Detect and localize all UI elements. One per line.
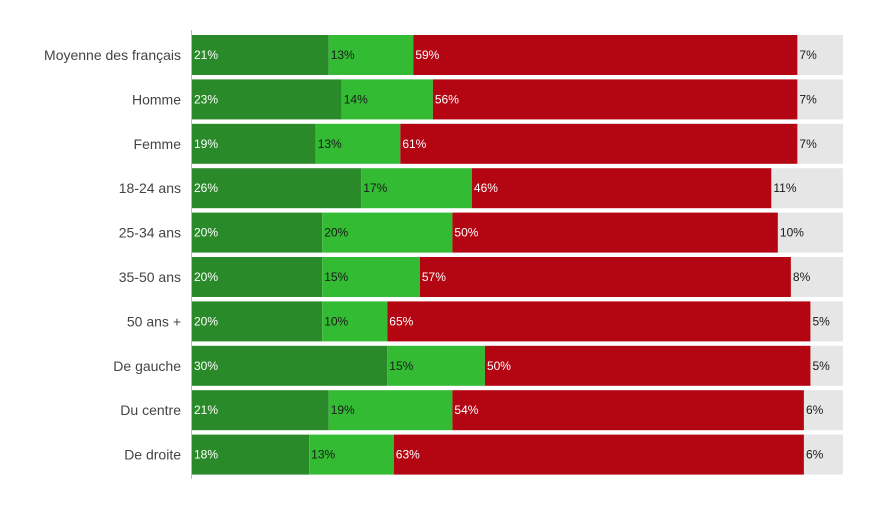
bar-segment	[192, 212, 323, 253]
data-label: 19%	[194, 137, 218, 151]
data-label: 50%	[454, 226, 478, 240]
bar-segment	[387, 301, 811, 342]
bar-segment	[192, 123, 316, 164]
data-label: 46%	[474, 181, 498, 195]
bar-segment	[419, 257, 791, 297]
bar-segment	[413, 35, 798, 75]
data-label: 10%	[780, 226, 804, 240]
bar-segment	[777, 212, 843, 253]
bar-segment	[322, 257, 420, 297]
bar-segment	[797, 35, 843, 75]
bar-segment	[471, 168, 772, 209]
data-label: 5%	[812, 359, 830, 373]
data-label: 13%	[318, 137, 342, 151]
data-label: 50%	[487, 359, 511, 373]
data-label: 7%	[799, 92, 817, 106]
bar-segment	[328, 390, 453, 431]
bar-segment	[328, 35, 414, 75]
data-label: 18%	[194, 448, 218, 462]
bar-segment	[452, 390, 804, 431]
bar-segment	[790, 257, 843, 297]
bar-segment	[192, 390, 329, 431]
data-label: 19%	[331, 403, 355, 417]
bar-segment	[400, 123, 798, 164]
data-label: 56%	[435, 92, 459, 106]
bar-segment	[315, 123, 401, 164]
data-label: 8%	[793, 270, 811, 284]
category-label: Moyenne des français	[44, 47, 181, 63]
bar-segment	[387, 345, 485, 386]
category-label: Homme	[132, 91, 181, 107]
bar-segment	[771, 168, 843, 209]
bar-segment	[393, 434, 804, 475]
data-label: 54%	[454, 403, 478, 417]
data-label: 20%	[194, 314, 218, 328]
bar-segment	[322, 212, 453, 253]
category-label: 25-34 ans	[119, 225, 181, 241]
data-label: 15%	[389, 359, 413, 373]
data-label: 7%	[799, 48, 817, 62]
bar-segment	[810, 345, 843, 386]
data-label: 6%	[806, 448, 824, 462]
bar-segment	[192, 35, 329, 75]
category-label: De droite	[124, 447, 181, 463]
data-label: 20%	[194, 226, 218, 240]
data-label: 65%	[389, 314, 413, 328]
data-label: 14%	[344, 92, 368, 106]
bar-segment	[452, 212, 778, 253]
data-label: 20%	[324, 226, 348, 240]
bar-segment	[192, 345, 388, 386]
bar-segment	[192, 434, 310, 475]
data-label: 59%	[415, 48, 439, 62]
data-label: 15%	[324, 270, 348, 284]
data-label: 7%	[799, 137, 817, 151]
category-label: Du centre	[120, 402, 181, 418]
data-label: 11%	[773, 181, 796, 195]
bar-segment	[192, 257, 323, 297]
bar-segment	[803, 390, 843, 431]
data-label: 21%	[194, 48, 218, 62]
category-label: 18-24 ans	[119, 180, 181, 196]
bar-segment	[192, 79, 342, 120]
bar-segment	[192, 301, 323, 342]
bar-segment	[361, 168, 472, 209]
bar-segment	[341, 79, 433, 120]
data-label: 63%	[396, 448, 420, 462]
bar-segment	[309, 434, 394, 475]
data-label: 13%	[311, 448, 335, 462]
category-label: 50 ans +	[127, 313, 181, 329]
data-label: 13%	[331, 48, 355, 62]
bar-segment	[810, 301, 843, 342]
data-label: 17%	[363, 181, 387, 195]
data-label: 6%	[806, 403, 824, 417]
data-label: 10%	[324, 314, 348, 328]
bar-segment	[484, 345, 811, 386]
data-label: 30%	[194, 359, 218, 373]
bar-segment	[322, 301, 388, 342]
category-label: 35-50 ans	[119, 269, 181, 285]
bars-layer	[192, 35, 843, 475]
category-label: De gauche	[113, 358, 181, 374]
data-label: 21%	[194, 403, 218, 417]
data-label: 5%	[812, 314, 830, 328]
category-label: Femme	[134, 136, 182, 152]
data-label: 57%	[422, 270, 446, 284]
bar-segment	[192, 168, 362, 209]
bar-segment	[432, 79, 798, 120]
labels-layer: Moyenne des français 21% 13% 59% 7% Homme 23% 1…	[44, 47, 830, 463]
data-label: 20%	[194, 270, 218, 284]
data-label: 23%	[194, 92, 218, 106]
bar-segment	[797, 123, 843, 164]
bar-segment	[803, 434, 843, 475]
bar-segment	[797, 79, 843, 120]
data-label: 26%	[194, 181, 218, 195]
data-label: 61%	[402, 137, 426, 151]
